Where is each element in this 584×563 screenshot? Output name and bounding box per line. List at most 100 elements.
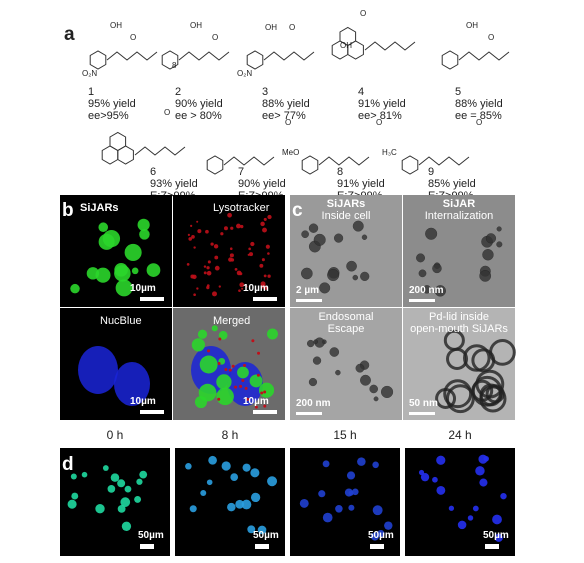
cell bbox=[241, 499, 252, 510]
scale-bar bbox=[255, 544, 269, 549]
cell bbox=[250, 492, 261, 503]
particle bbox=[361, 234, 368, 240]
ring bbox=[109, 131, 127, 152]
image bbox=[290, 195, 402, 307]
atom-label: H₃C bbox=[382, 148, 397, 157]
cell bbox=[370, 532, 380, 541]
atom-label: O bbox=[212, 33, 218, 42]
scale-label: 200 nm bbox=[296, 398, 331, 409]
blob bbox=[216, 387, 234, 406]
blob bbox=[203, 271, 207, 275]
cell bbox=[206, 479, 213, 486]
blob bbox=[190, 224, 193, 227]
cell bbox=[189, 505, 197, 513]
compound-number: 1 bbox=[88, 86, 94, 98]
compound-yield: 91% yield bbox=[358, 98, 406, 110]
scale-bar bbox=[409, 299, 435, 302]
cell bbox=[67, 499, 77, 509]
particle bbox=[369, 384, 378, 394]
compound-number: 9 bbox=[428, 166, 434, 178]
scale-label: 200 nm bbox=[409, 285, 444, 296]
atom-label: O bbox=[285, 118, 291, 127]
atom-label: O bbox=[476, 118, 482, 127]
scale-label: 10µm bbox=[243, 396, 269, 407]
blob bbox=[260, 221, 265, 227]
chain bbox=[318, 156, 370, 166]
particle bbox=[380, 385, 394, 399]
compound-selectivity: ee>95% bbox=[88, 110, 129, 122]
blob bbox=[196, 220, 199, 223]
blob bbox=[248, 252, 254, 257]
atom-label: O₂N bbox=[237, 69, 252, 78]
cell bbox=[242, 463, 251, 472]
blob bbox=[263, 274, 267, 278]
image-title: NucBlue bbox=[100, 315, 142, 327]
chain bbox=[134, 146, 186, 156]
cell bbox=[475, 466, 485, 476]
compound-yield: 88% yield bbox=[262, 98, 310, 110]
particle bbox=[482, 249, 494, 261]
blob bbox=[224, 368, 228, 372]
atom-label: O bbox=[130, 33, 136, 42]
compound-yield: 88% yield bbox=[455, 98, 503, 110]
cell bbox=[227, 502, 236, 512]
particle bbox=[308, 223, 319, 233]
scale-bar bbox=[140, 410, 164, 414]
compound-number: 8 bbox=[337, 166, 343, 178]
image-title: SiJAR bbox=[443, 198, 475, 210]
compound-yield: 95% yield bbox=[88, 98, 136, 110]
particle bbox=[333, 233, 344, 243]
particle bbox=[462, 344, 491, 372]
cell bbox=[494, 533, 503, 542]
ring bbox=[401, 155, 419, 175]
cell bbox=[136, 478, 143, 485]
blob bbox=[102, 229, 121, 248]
cell bbox=[372, 461, 379, 469]
particle bbox=[496, 226, 502, 232]
cell bbox=[235, 499, 245, 509]
blob bbox=[247, 253, 250, 256]
blob bbox=[234, 267, 238, 271]
ring bbox=[89, 50, 107, 70]
scale-label: 2 µm bbox=[296, 285, 319, 296]
atom-label: O bbox=[164, 108, 170, 117]
image-title: Pd-lid inside bbox=[429, 311, 489, 323]
blob bbox=[193, 293, 196, 297]
particle bbox=[346, 260, 357, 272]
scale-bar bbox=[296, 412, 322, 415]
compound-number: 2 bbox=[175, 86, 181, 98]
blob bbox=[70, 283, 80, 294]
scale-label: 50 nm bbox=[409, 398, 438, 409]
ring bbox=[301, 155, 319, 175]
scale-bar bbox=[253, 410, 277, 414]
particle bbox=[335, 369, 341, 376]
blob bbox=[236, 223, 241, 229]
blob bbox=[223, 226, 228, 231]
blob bbox=[203, 265, 207, 268]
panel-label: b bbox=[62, 200, 74, 221]
scale-label: 50µm bbox=[483, 530, 509, 541]
blob bbox=[239, 282, 245, 288]
particle bbox=[306, 339, 315, 348]
particle bbox=[443, 379, 473, 409]
blob bbox=[244, 386, 248, 390]
compound-yield: 90% yield bbox=[238, 178, 286, 190]
particle bbox=[475, 369, 505, 399]
blob bbox=[214, 255, 219, 260]
chain bbox=[364, 41, 416, 51]
blob bbox=[95, 267, 111, 283]
chain bbox=[263, 51, 315, 61]
cell bbox=[472, 505, 479, 512]
compound-number: 7 bbox=[238, 166, 244, 178]
particle bbox=[485, 233, 497, 244]
blob bbox=[248, 247, 251, 251]
blob bbox=[239, 384, 243, 388]
chain bbox=[178, 51, 230, 61]
blob bbox=[265, 244, 270, 249]
scale-bar bbox=[485, 544, 499, 549]
